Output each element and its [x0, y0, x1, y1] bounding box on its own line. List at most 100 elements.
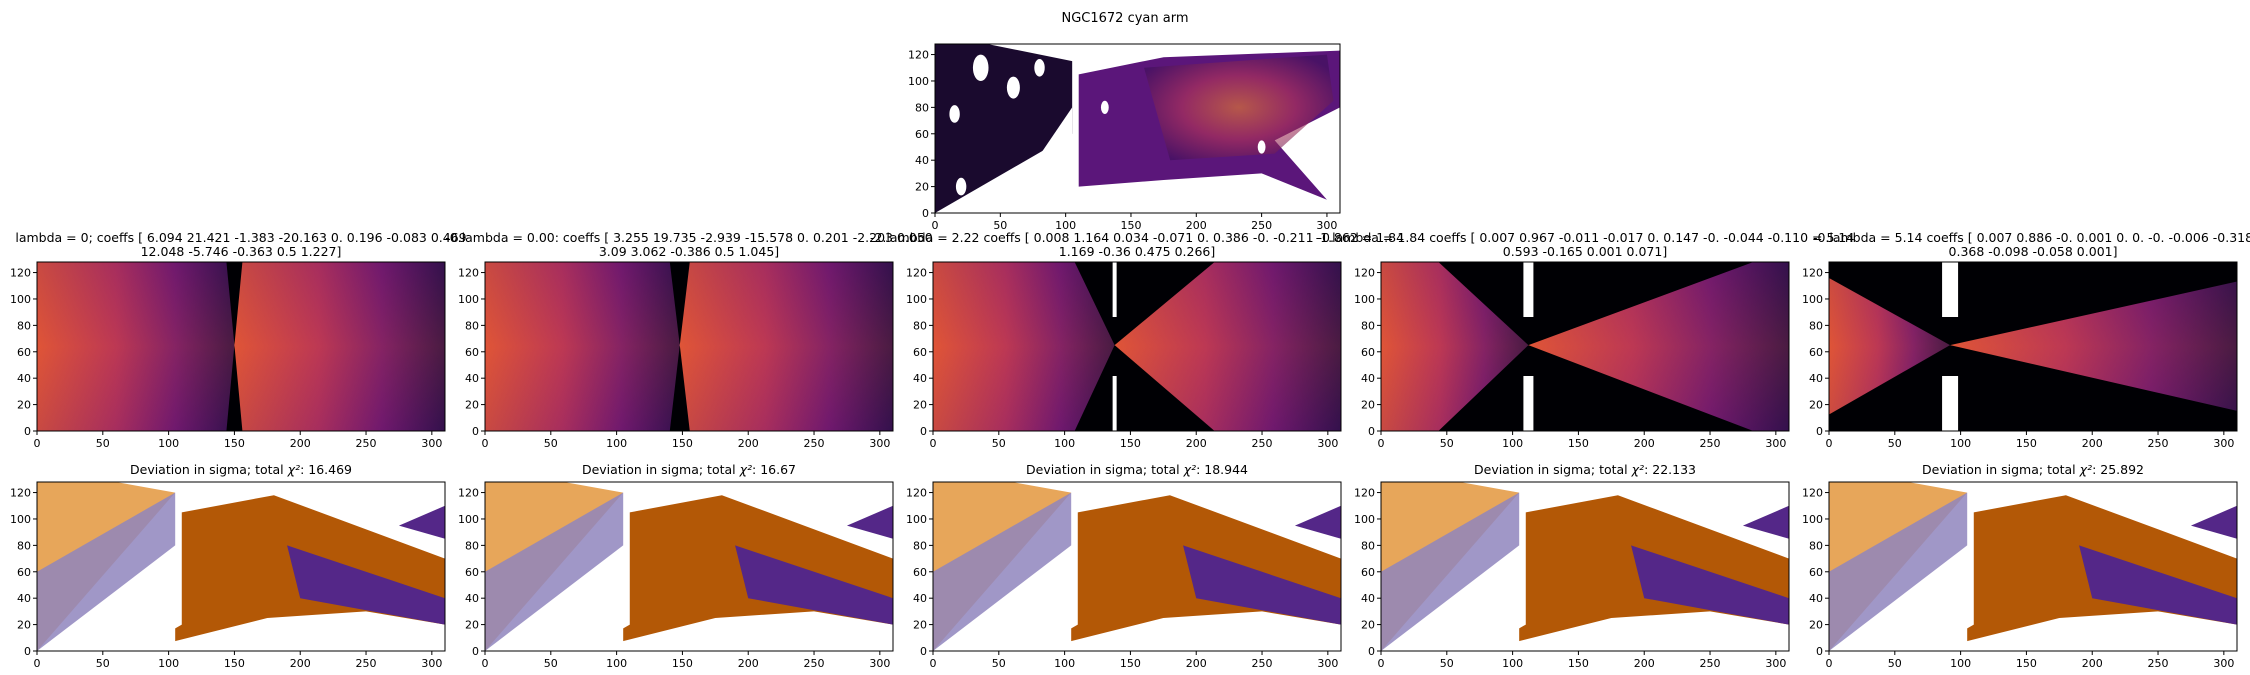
masked-wedge	[1000, 107, 1073, 213]
x-tick-label: 300	[1317, 437, 1338, 450]
axes-frame	[36, 481, 446, 652]
y-tick-label: 120	[1354, 267, 1375, 280]
axes-frame	[934, 43, 1341, 214]
x-tick-label: 0	[932, 219, 939, 232]
y-tick-label: 100	[1802, 513, 1823, 526]
deviation-negative	[1381, 492, 1520, 651]
x-tick-label: 100	[606, 437, 627, 450]
masked-hole	[955, 177, 967, 196]
deviation-tip	[1742, 505, 1789, 539]
y-tick-label: 0	[1368, 425, 1375, 438]
x-tick-label: 50	[992, 437, 1006, 450]
x-tick-label: 250	[356, 657, 377, 670]
panel-model-4: 0 50 100 150 200 250 300 0 20 40 60 80 100 120 -0.lamb…	[1802, 230, 2250, 450]
y-tick-label: 120	[458, 487, 479, 500]
y-tick-label: 80	[465, 539, 479, 552]
y-tick-label: 20	[17, 399, 31, 412]
x-tick-label: 100	[1054, 437, 1075, 450]
masked-column	[1523, 376, 1534, 431]
y-tick-label: 40	[465, 592, 479, 605]
axes-frame	[932, 481, 1342, 652]
heatmap-image	[1381, 262, 1789, 431]
y-tick-label: 20	[1361, 399, 1375, 412]
x-tick-label: 50	[96, 657, 110, 670]
x-tick-label: 250	[1252, 657, 1273, 670]
y-tick-label: 100	[908, 75, 929, 88]
y-tick-label: 40	[913, 372, 927, 385]
x-tick-label: 50	[992, 657, 1006, 670]
deviation-arm	[583, 495, 893, 651]
heatmap-image	[1829, 482, 2237, 651]
y-tick-label: 0	[472, 645, 479, 658]
y-tick-label: 40	[17, 372, 31, 385]
masked-wedge	[998, 545, 1072, 651]
x-tick-label: 200	[738, 657, 759, 670]
x-tick-label: 0	[1378, 657, 1385, 670]
deviation-negative	[485, 492, 624, 651]
deviation-arm	[1927, 495, 2237, 651]
y-tick-label: 20	[1809, 619, 1823, 632]
masked-hole	[1034, 58, 1045, 77]
y-tick-label: 0	[1816, 645, 1823, 658]
panel-observed: 0 50 100 150 200 250 300 0 20 40 60 80 100 120	[908, 43, 1341, 232]
x-tick-label: 250	[1252, 437, 1273, 450]
x-tick-label: 150	[224, 657, 245, 670]
deviation-negative	[933, 492, 1072, 651]
masked-hole	[1257, 140, 1266, 154]
y-tick-label: 20	[913, 619, 927, 632]
panel-model-3: 0 50 100 150 200 250 300020406080100120-1.lamb…	[1316, 230, 1855, 450]
deviation-tip	[846, 505, 893, 539]
y-tick-label: 60	[17, 566, 31, 579]
y-tick-label: 100	[10, 513, 31, 526]
y-tick-label: 120	[906, 267, 927, 280]
y-tick-label: 80	[1809, 319, 1823, 332]
x-tick-label: 200	[1186, 657, 1207, 670]
x-tick-label: 100	[1055, 219, 1076, 232]
y-tick-label: 100	[906, 293, 927, 306]
x-tick-label: 150	[672, 657, 693, 670]
y-tick-label: 80	[913, 539, 927, 552]
x-tick-label: 150	[672, 437, 693, 450]
deviation-arm-negative	[287, 545, 445, 625]
y-tick-label: 100	[1802, 293, 1823, 306]
y-tick-label: 120	[458, 267, 479, 280]
panel-title-line2: 1.169 -0.36 0.475 0.266]	[1059, 244, 1216, 259]
x-tick-label: 50	[1440, 657, 1454, 670]
panel-title: Deviation in sigma; total χ²: 18.944	[1026, 462, 1248, 477]
x-tick-label: 250	[1700, 437, 1721, 450]
model-zero-region	[1074, 262, 1215, 431]
y-tick-label: 20	[1809, 399, 1823, 412]
x-tick-label: 250	[804, 437, 825, 450]
y-tick-label: 0	[1368, 645, 1375, 658]
x-tick-label: 250	[1251, 219, 1272, 232]
y-tick-label: 120	[10, 487, 31, 500]
x-tick-label: 150	[1568, 437, 1589, 450]
y-tick-label: 40	[915, 154, 929, 167]
x-tick-label: 200	[290, 657, 311, 670]
masked-column	[1112, 262, 1117, 317]
panel-title: -0.lambda = 5.14 coeffs [ 0.007 0.886 -0…	[1813, 230, 2250, 245]
y-tick-label: 40	[1361, 372, 1375, 385]
y-tick-label: 80	[465, 319, 479, 332]
y-tick-label: 20	[913, 399, 927, 412]
y-tick-label: 20	[1361, 619, 1375, 632]
y-tick-label: 80	[1361, 319, 1375, 332]
y-tick-label: 100	[906, 513, 927, 526]
y-tick-label: 0	[24, 425, 31, 438]
y-tick-label: 60	[913, 346, 927, 359]
y-tick-label: 0	[472, 425, 479, 438]
x-tick-label: 150	[1120, 657, 1141, 670]
panel-title: Deviation in sigma; total χ²: 22.133	[1474, 462, 1696, 477]
panel-dev-4: 0 50 100 150 200 250 300 0 20 40 60 80 100 120 Deviati…	[1802, 462, 2238, 670]
x-tick-label: 200	[738, 437, 759, 450]
y-tick-label: 20	[915, 181, 929, 194]
masked-hole	[1006, 76, 1020, 99]
deviation-negative	[37, 492, 176, 651]
y-tick-label: 80	[17, 319, 31, 332]
deviation-tip	[2190, 505, 2237, 539]
observed-glow	[1144, 54, 1334, 161]
axes-frame	[484, 481, 894, 652]
x-tick-label: 150	[2016, 657, 2037, 670]
y-tick-label: 120	[908, 49, 929, 62]
heatmap-image	[37, 262, 445, 431]
